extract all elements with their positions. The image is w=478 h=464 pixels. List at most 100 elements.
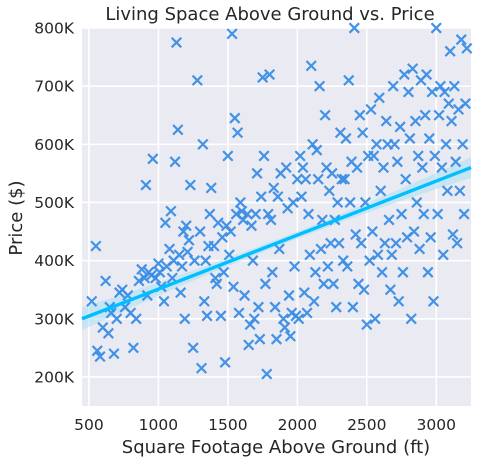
data-point (248, 313, 260, 325)
x-tick-label: 3000 (417, 416, 456, 434)
data-point (204, 208, 216, 220)
data-point (215, 310, 227, 322)
regression-line (81, 165, 472, 321)
data-point (222, 150, 234, 162)
data-point (318, 278, 330, 290)
data-point (251, 167, 263, 179)
data-point (270, 333, 283, 345)
data-point (288, 260, 301, 273)
data-point (440, 138, 452, 150)
data-point (402, 86, 415, 98)
x-tick-label: 2000 (278, 416, 317, 434)
data-point (313, 80, 326, 92)
data-point (393, 295, 405, 307)
data-point (405, 313, 417, 325)
x-tick-label: 2500 (347, 416, 386, 434)
data-point (326, 167, 338, 179)
data-point (398, 68, 410, 81)
data-point (243, 339, 255, 351)
data-point (308, 295, 320, 307)
data-point (220, 220, 233, 232)
data-point (341, 260, 353, 273)
data-point (348, 22, 360, 34)
data-point (268, 182, 280, 194)
data-point (94, 350, 106, 363)
data-point (226, 28, 238, 40)
data-point (436, 161, 448, 174)
data-point (297, 161, 309, 174)
x-axis-ticks: 500 1000 1500 2000 2500 3000 (74, 416, 456, 434)
data-point (236, 205, 248, 217)
data-points (86, 22, 473, 380)
data-point (298, 287, 310, 299)
data-point (254, 333, 266, 345)
data-point (245, 220, 258, 232)
data-point (419, 109, 431, 121)
data-point (368, 150, 380, 162)
data-point (302, 208, 315, 220)
data-point (266, 266, 278, 278)
data-point (361, 319, 373, 331)
y-tick-label: 500K (34, 194, 75, 212)
data-point (426, 86, 438, 98)
data-point (272, 191, 284, 203)
data-point (409, 115, 422, 127)
x-axis-label: Square Footage Above Ground (ft) (122, 437, 430, 458)
data-point (443, 98, 455, 110)
data-point (340, 132, 352, 145)
x-tick-label: 1500 (208, 416, 247, 434)
data-point (216, 231, 228, 243)
data-point (183, 234, 195, 246)
data-point (257, 71, 269, 84)
data-point (263, 68, 276, 81)
data-point (327, 278, 340, 290)
data-point (369, 313, 381, 325)
data-point (198, 295, 210, 307)
data-point (100, 275, 112, 287)
data-point (258, 150, 270, 162)
data-point (247, 255, 259, 267)
data-point (441, 185, 453, 197)
data-point (261, 368, 273, 380)
data-point (91, 345, 103, 357)
data-point (450, 156, 462, 168)
data-point (250, 208, 262, 220)
data-point (244, 319, 256, 331)
data-point (223, 249, 235, 261)
data-point (412, 150, 424, 162)
y-tick-label: 600K (34, 136, 75, 154)
data-point (173, 249, 185, 261)
data-point (414, 243, 426, 255)
data-point (152, 257, 164, 270)
data-point (147, 153, 159, 165)
data-point (343, 74, 355, 86)
data-point (400, 173, 412, 185)
data-point (355, 237, 367, 249)
regression-line-group (81, 165, 472, 321)
data-point (423, 132, 435, 145)
data-point (259, 278, 271, 290)
data-point (201, 310, 213, 322)
x-tick-label: 500 (74, 416, 104, 434)
data-point (277, 313, 290, 325)
data-point (208, 240, 220, 252)
data-point (408, 225, 420, 238)
data-point (163, 243, 176, 255)
data-point (158, 295, 170, 307)
data-point (336, 173, 348, 185)
data-point (194, 225, 206, 238)
data-point (427, 295, 440, 307)
data-point (375, 185, 387, 197)
data-point (322, 260, 334, 273)
data-point (283, 289, 295, 302)
data-point (130, 313, 142, 325)
data-point (377, 161, 390, 174)
data-point (370, 138, 383, 150)
data-point (338, 173, 351, 185)
data-point (218, 266, 230, 278)
data-point (233, 307, 245, 319)
data-point (459, 98, 472, 110)
data-point (383, 214, 395, 226)
data-point (432, 208, 444, 220)
data-point (358, 284, 370, 296)
